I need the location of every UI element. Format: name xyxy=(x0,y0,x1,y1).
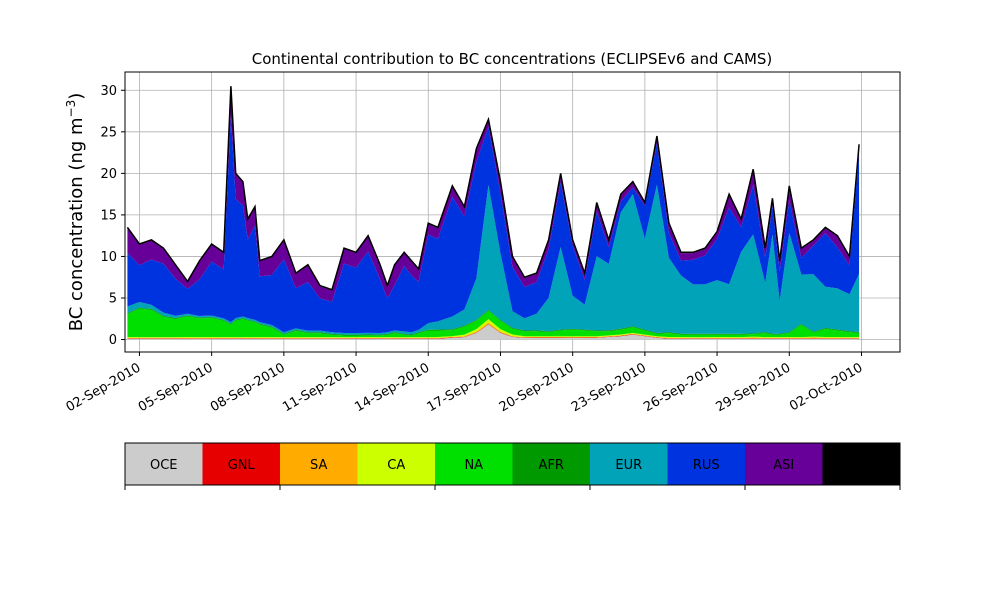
legend-label-afr: AFR xyxy=(539,458,564,473)
x-tick-label: 20-Sep-2010 xyxy=(497,360,577,415)
area-oce xyxy=(127,324,860,340)
legend-swatch-sa xyxy=(280,443,358,485)
legend-label-eur: EUR xyxy=(615,458,642,473)
legend-swatch-ca xyxy=(357,443,436,485)
x-tick-label: 02-Sep-2010 xyxy=(64,360,144,415)
x-tick-label: 23-Sep-2010 xyxy=(569,360,649,415)
y-axis-label: BC concentration (ng m−3) xyxy=(64,93,87,332)
legend-label-sa: SA xyxy=(310,458,327,473)
legend-swatch-aus xyxy=(822,443,901,485)
legend-swatch-eur xyxy=(590,443,668,485)
area-eur xyxy=(127,184,860,335)
total-outline-line xyxy=(126,86,860,291)
y-axis-label-superscript: −3 xyxy=(64,100,78,118)
legend-label-asi: ASI xyxy=(773,458,794,473)
y-axis-label-close: ) xyxy=(66,93,87,100)
y-tick-label: 0 xyxy=(109,333,117,348)
area-afr xyxy=(127,307,860,336)
y-tick-label: 10 xyxy=(100,250,117,265)
x-tick-label: 17-Sep-2010 xyxy=(425,360,505,415)
x-tick-label: 11-Sep-2010 xyxy=(280,360,360,415)
x-tick-label: 26-Sep-2010 xyxy=(641,360,721,415)
y-axis-label-main: BC concentration (ng m xyxy=(66,117,87,331)
legend-label-ca: CA xyxy=(387,458,405,473)
legend-label-rus: RUS xyxy=(693,458,720,473)
legend-label-aus: AUS xyxy=(848,458,875,473)
area-na xyxy=(127,308,860,338)
plot-frame xyxy=(124,71,901,353)
legend-swatch-afr xyxy=(512,443,591,485)
area-asi xyxy=(127,86,860,302)
legend-label-oce: OCE xyxy=(150,458,178,473)
y-tick-label: 30 xyxy=(100,84,117,99)
color-legend: OCE GNL SA CA NA AFR EUR RUS ASI AUS xyxy=(124,442,901,490)
legend-swatch-oce xyxy=(125,443,203,485)
y-axis: 0 5 10 15 20 25 30 xyxy=(100,84,125,348)
x-tick-label: 02-Oct-2010 xyxy=(787,360,865,414)
y-tick-label: 5 xyxy=(109,291,117,306)
area-rus xyxy=(127,115,860,334)
chart-title: Continental contribution to BC concentra… xyxy=(252,50,773,68)
y-tick-label: 15 xyxy=(100,208,117,223)
legend-swatch-rus xyxy=(667,443,746,485)
x-tick-label: 29-Sep-2010 xyxy=(713,360,793,415)
stacked-areas xyxy=(127,86,860,340)
x-tick-label: 08-Sep-2010 xyxy=(208,360,288,415)
legend-frame xyxy=(124,442,901,486)
x-tick-label: 14-Sep-2010 xyxy=(352,360,432,415)
x-axis: 02-Sep-201005-Sep-201008-Sep-201011-Sep-… xyxy=(64,352,865,415)
legend-swatch-na xyxy=(435,443,513,485)
legend-swatch-asi xyxy=(745,443,823,485)
x-tick-label: 05-Sep-2010 xyxy=(136,360,216,415)
legend-label-na: NA xyxy=(464,458,483,473)
legend-label-gnl: GNL xyxy=(228,458,256,473)
legend-swatch-gnl xyxy=(202,443,281,485)
y-tick-label: 25 xyxy=(100,125,117,140)
y-tick-label: 20 xyxy=(100,167,117,182)
